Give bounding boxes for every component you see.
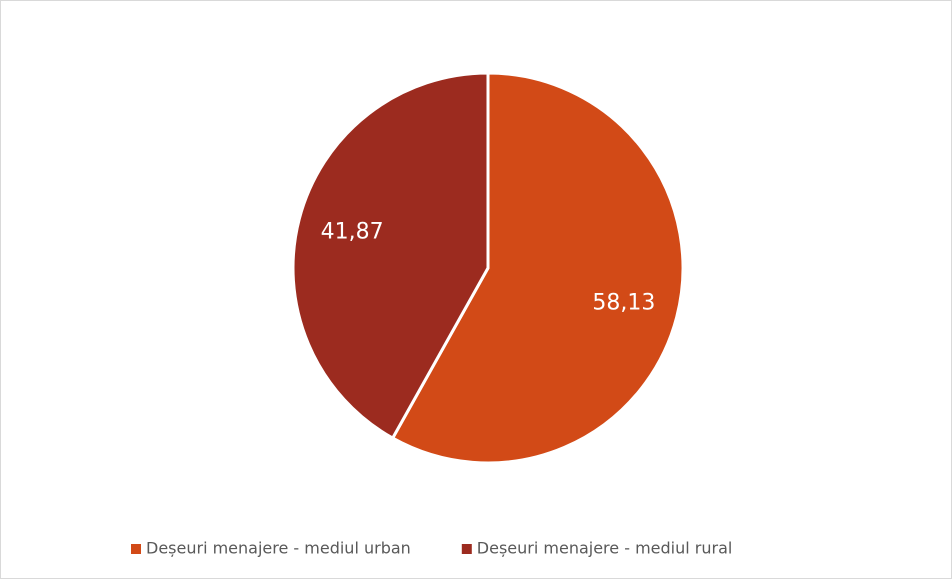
legend-label: Deșeuri menajere - mediul urban xyxy=(146,539,411,558)
data-label: 58,13 xyxy=(592,290,655,315)
pie-slice xyxy=(391,71,685,465)
legend-swatch xyxy=(461,544,472,554)
legend-swatch xyxy=(131,544,141,554)
data-label: 41,87 xyxy=(321,220,384,245)
pie-slice xyxy=(291,71,490,440)
legend-label: Deșeuri menajere - mediul rural xyxy=(477,539,733,558)
